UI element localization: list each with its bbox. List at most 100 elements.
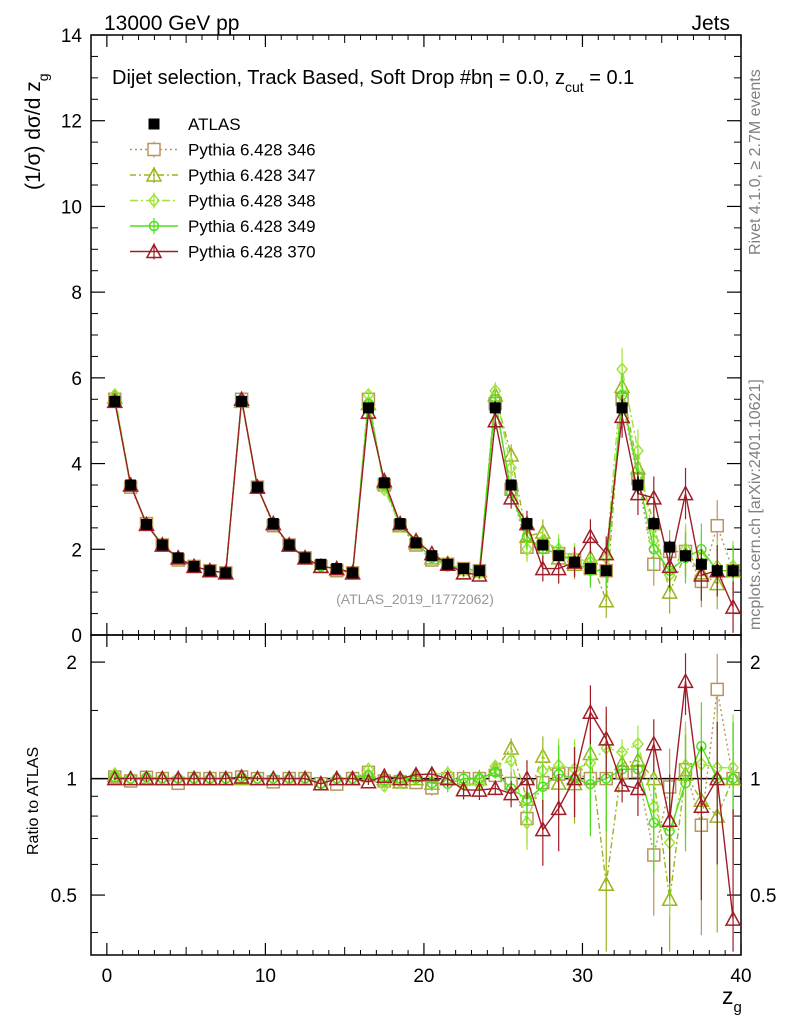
legend-label: Pythia 6.428 348 — [188, 192, 316, 211]
series-ratio-point — [566, 769, 583, 786]
series-ratio-point — [376, 767, 393, 783]
series-pythia-6-428-370 — [106, 390, 742, 952]
series-ratio-point — [693, 797, 710, 813]
data-point — [331, 563, 343, 575]
data-point — [553, 550, 565, 562]
series-ratio-point — [360, 773, 377, 789]
series-ratio-point — [520, 815, 533, 830]
legend-label: Pythia 6.428 370 — [188, 243, 316, 262]
series-ratio-point — [249, 769, 266, 786]
data-point — [362, 402, 374, 414]
series-point — [520, 542, 533, 557]
y-tick-label: 14 — [61, 26, 83, 47]
series-point — [661, 583, 678, 599]
series-ratio-point — [394, 774, 407, 790]
series-ratio-point — [280, 769, 298, 786]
data-point — [236, 395, 248, 407]
data-point — [172, 552, 184, 564]
y-tick-label: 6 — [71, 369, 82, 390]
series-pythia-6-428-347 — [106, 365, 742, 952]
data-point — [505, 479, 517, 491]
analysis-watermark: (ATLAS_2019_I1772062) — [336, 591, 494, 607]
data-point — [473, 565, 485, 577]
series-ratio-point — [537, 781, 549, 793]
ratio-plot-frame — [90, 634, 742, 956]
series-ratio-point — [534, 821, 552, 837]
series-ratio-point — [582, 703, 599, 720]
series-point — [724, 598, 742, 614]
series-ratio-point — [629, 779, 647, 796]
data-point — [283, 539, 295, 551]
data-point — [394, 518, 406, 530]
data-point — [140, 518, 152, 530]
series-ratio-line — [114, 681, 734, 920]
series-ratio-point — [138, 769, 155, 786]
rivet-label: Rivet 4.1.0, ≥ 2.7M events — [747, 69, 764, 255]
y-axis-label: (1/σ) dσ/d zg — [22, 73, 51, 190]
legend-marker — [148, 220, 160, 232]
ratio-axis-label: Ratio to ATLAS — [25, 747, 42, 855]
series-ratio-point — [455, 781, 472, 797]
ratio-tick-label: 1 — [66, 770, 77, 791]
legend-marker — [147, 142, 161, 157]
ratio-tick-label: 2 — [66, 653, 77, 674]
series-ratio-point — [727, 773, 739, 784]
series-ratio-point — [185, 769, 203, 786]
series-point — [616, 362, 629, 377]
series-ratio-point — [724, 910, 742, 926]
y-tick-label: 8 — [71, 283, 82, 304]
series-atlas-data — [109, 395, 739, 579]
series-ratio-point — [502, 785, 520, 801]
plot-title: Dijet selection, Track Based, Soft Drop … — [112, 67, 634, 95]
series-ratio-point — [391, 769, 409, 786]
series-point — [582, 527, 599, 544]
data-point — [125, 479, 137, 491]
series-point — [534, 559, 552, 576]
series-point — [487, 412, 504, 428]
legend-marker-atlas — [148, 118, 160, 130]
x-axis-label: zg — [722, 983, 742, 1016]
x-tick-label: 30 — [572, 966, 593, 987]
series-ratio-point — [106, 769, 124, 786]
data-point — [220, 567, 232, 579]
series-point — [505, 460, 518, 476]
series-ratio-point — [661, 811, 678, 827]
series-ratio-point — [487, 779, 504, 796]
series-ratio-point — [312, 775, 330, 791]
data-point — [251, 481, 263, 493]
series-point — [550, 559, 567, 576]
data-point — [680, 550, 692, 562]
data-point — [315, 558, 327, 570]
data-point — [616, 402, 628, 414]
series-point — [693, 566, 710, 582]
data-point — [204, 565, 216, 577]
series-ratio-point — [708, 769, 726, 786]
series-ratio-point — [407, 766, 425, 782]
series-ratio-point — [122, 769, 139, 786]
y-tick-label: 2 — [71, 540, 82, 561]
y-tick-label: 10 — [61, 197, 82, 218]
data-point — [648, 518, 660, 530]
legend-label: Pythia 6.428 347 — [188, 166, 316, 185]
legend-label: Pythia 6.428 346 — [188, 141, 316, 160]
series-ratio-point — [680, 777, 691, 789]
y-tick-label: 4 — [71, 455, 82, 476]
series-point — [677, 484, 694, 501]
series-point — [648, 544, 660, 555]
series-pythia-6-428-346 — [108, 377, 740, 936]
data-point — [267, 518, 279, 530]
series-ratio-point — [439, 769, 456, 786]
series-point — [661, 557, 678, 574]
ratio-tick-label: 0.5 — [51, 886, 77, 907]
data-point — [521, 518, 533, 530]
series-ratio-point — [677, 672, 694, 689]
y-tick-label: 12 — [61, 112, 82, 133]
series-ratio-point — [710, 682, 724, 697]
legend-label-atlas: ATLAS — [188, 115, 241, 134]
x-tick-label: 10 — [255, 966, 276, 987]
data-point — [188, 560, 200, 572]
series-ratio-point — [518, 769, 536, 786]
header-right: Jets — [691, 12, 730, 35]
series-ratio-point — [423, 765, 441, 781]
series-point — [629, 484, 647, 501]
